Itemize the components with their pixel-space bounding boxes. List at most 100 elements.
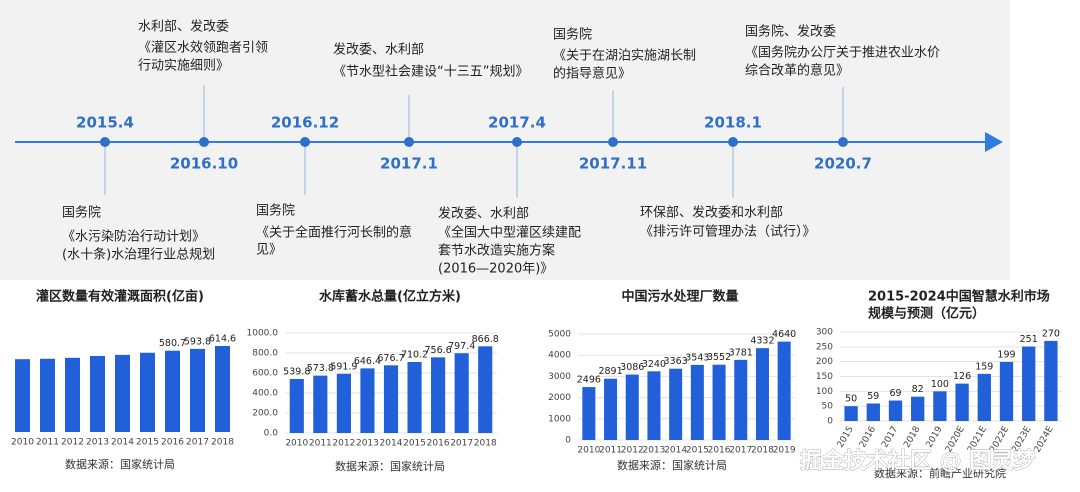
bar xyxy=(933,391,947,421)
bar xyxy=(336,373,351,433)
value-label: 199 xyxy=(997,349,1015,360)
value-label: 614.6 xyxy=(209,333,236,344)
bar xyxy=(431,357,446,433)
y-tick-label: 400.0 xyxy=(252,389,278,399)
x-tick-label: 2018 xyxy=(211,438,234,448)
y-tick-label: 2000 xyxy=(548,393,571,403)
timeline-dot xyxy=(100,137,110,147)
bar xyxy=(977,373,991,421)
timeline-dot xyxy=(608,137,618,147)
bar xyxy=(190,348,205,432)
event-text: 《水污染防治行动计划》 xyxy=(62,229,205,245)
x-tick-label: 2014 xyxy=(111,438,134,448)
bar xyxy=(582,387,596,440)
event-text: (2016—2020年)》 xyxy=(438,262,553,277)
bar xyxy=(911,396,925,421)
bar xyxy=(647,371,661,440)
event-text: 环保部、发改委和水利部 xyxy=(640,205,783,221)
value-label: 573.8 xyxy=(307,363,334,374)
value-label: 3363 xyxy=(664,356,688,367)
watermark: 掘金技术社区 @ 图灵梦 xyxy=(800,448,1036,474)
y-tick-label: 50 xyxy=(822,402,834,412)
value-label: 756.6 xyxy=(425,345,452,356)
event-date: 2015.4 xyxy=(76,114,134,132)
y-tick-label: 5000 xyxy=(548,330,571,340)
event-text: 水利部、发改委 xyxy=(138,19,229,35)
event-date: 2017.4 xyxy=(488,114,546,132)
x-tick-label: 2013 xyxy=(642,446,665,456)
event-text: 《排污许可管理办法（试行）》 xyxy=(640,225,816,240)
event-text: 国务院 xyxy=(553,27,592,43)
bar xyxy=(15,359,30,432)
bar xyxy=(40,358,55,432)
timeline-dot xyxy=(300,137,310,147)
bar xyxy=(289,379,304,433)
x-tick-label: 2018 xyxy=(751,446,774,456)
bar xyxy=(755,348,769,440)
y-tick-label: 200.0 xyxy=(252,409,278,419)
value-label: 4640 xyxy=(772,329,796,340)
y-tick-label: 1000 xyxy=(548,414,571,424)
event-text: 的指导意见》 xyxy=(553,66,631,82)
y-tick-label: 600.0 xyxy=(252,369,278,379)
event-text: 发改委、水利部 xyxy=(333,42,424,58)
bar xyxy=(712,364,726,440)
source-note: 数据来源：前瞻产业研究院 xyxy=(874,466,1006,480)
bar xyxy=(777,341,791,440)
x-tick-label: 2015 xyxy=(686,446,709,456)
y-tick-label: 0 xyxy=(827,417,833,427)
x-tick-label: 2015 xyxy=(403,439,426,449)
value-label: 50 xyxy=(845,394,857,405)
bar xyxy=(1044,340,1058,421)
x-tick-label: 2017 xyxy=(880,425,900,450)
value-label: 580.7 xyxy=(159,338,186,349)
event-text: 发改委、水利部 xyxy=(438,206,529,222)
source-note: 数据来源：国家统计局 xyxy=(335,459,445,473)
x-tick-label: 2015 xyxy=(136,438,159,448)
y-tick-label: 800.0 xyxy=(252,349,278,359)
bar xyxy=(1022,346,1036,421)
bar xyxy=(140,352,155,432)
bar xyxy=(625,374,639,440)
value-label: 539.8 xyxy=(283,367,310,378)
x-tick-label: 2011 xyxy=(599,446,622,456)
value-label: 251 xyxy=(1020,334,1038,345)
x-tick-label: 2013 xyxy=(86,438,109,448)
timeline-dot xyxy=(512,137,522,147)
event-text: 行动实施细则》 xyxy=(138,59,229,74)
value-label: 4332 xyxy=(750,336,774,347)
event-text: 套节水改造实施方案 xyxy=(438,243,555,259)
y-tick-label: 200 xyxy=(816,357,833,367)
bar xyxy=(165,350,180,432)
x-tick-label: 2016 xyxy=(427,439,450,449)
value-label: 866.8 xyxy=(472,334,499,345)
bar xyxy=(65,357,80,432)
bar xyxy=(115,354,130,432)
x-tick-label: 2010 xyxy=(577,446,600,456)
x-tick-label: 2019 xyxy=(925,425,945,450)
x-tick-label: 2015 xyxy=(836,425,856,450)
chart-title: 规模与预测（亿元） xyxy=(868,306,985,322)
value-label: 3240 xyxy=(642,359,666,370)
timeline-dot xyxy=(404,137,414,147)
chart-title: 中国污水处理厂数量 xyxy=(621,289,738,305)
x-tick-label: 2014 xyxy=(380,439,403,449)
value-label: 69 xyxy=(889,388,901,399)
bar xyxy=(215,345,230,432)
bar xyxy=(866,403,880,421)
bar xyxy=(734,359,748,440)
y-tick-label: 150 xyxy=(816,372,833,382)
x-tick-label: 2018 xyxy=(902,425,922,450)
event-text: 《全国大中型灌区续建配 xyxy=(438,225,581,241)
value-label: 100 xyxy=(931,379,949,390)
bar xyxy=(90,355,105,432)
value-label: 2496 xyxy=(577,375,601,386)
event-text: (水十条)水治理行业总规划 xyxy=(62,247,215,263)
x-tick-label: 2024E xyxy=(1033,424,1056,454)
x-tick-label: 2016 xyxy=(858,425,878,450)
source-note: 数据来源：国家统计局 xyxy=(617,458,727,472)
timeline-dot xyxy=(199,137,209,147)
timeline-dot xyxy=(838,137,848,147)
x-tick-label: 2010 xyxy=(285,439,308,449)
event-date: 2017.11 xyxy=(579,155,647,173)
